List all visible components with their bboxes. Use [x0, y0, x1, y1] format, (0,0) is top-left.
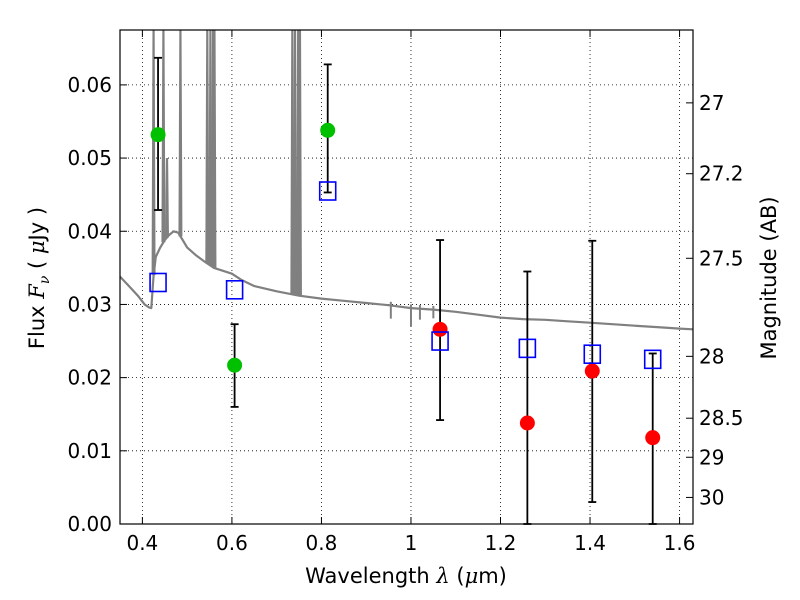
y-tick-label: 0.06: [67, 73, 112, 97]
sed-emission-line: [151, 29, 156, 276]
y2-tick-label: 27.5: [699, 246, 744, 270]
sed-emission-line: [178, 29, 183, 237]
model-point-square: [318, 181, 337, 201]
data-point-red: [432, 321, 448, 337]
x-tick-label: 1.6: [664, 531, 696, 555]
data-point-red: [584, 363, 600, 379]
sed-emission-line: [212, 29, 217, 269]
y-tick-label: 0.05: [67, 146, 112, 170]
error-bars: [154, 56, 657, 525]
x-tick-label: 0.8: [306, 531, 338, 555]
model-point-square: [583, 344, 602, 365]
y2-tick-label: 29: [699, 445, 724, 469]
data-point-red: [519, 415, 535, 431]
model-sed-curve: [119, 29, 694, 331]
sed-emission-line: [208, 29, 213, 266]
sed-emission-line: [165, 158, 169, 238]
plot-frame: [119, 29, 694, 525]
data-point-green: [227, 357, 243, 373]
y-axis-label: Flux Fν ( μJy ): [25, 207, 53, 349]
y-tick-label: 0.01: [67, 439, 112, 463]
data-point-green: [320, 122, 336, 138]
y-tick-label: 0.03: [67, 292, 112, 316]
model-point-square: [149, 272, 167, 293]
x-tick-label: 0.4: [126, 531, 158, 555]
data-point-red: [645, 430, 661, 446]
y2-tick-label: 27: [699, 91, 724, 115]
x-axis-label: Wavelength λ (μm): [305, 564, 507, 588]
x-tick-label: 1.4: [574, 531, 606, 555]
sed-emission-line: [293, 29, 298, 295]
x-tick-label: 1: [405, 531, 418, 555]
y-tick-label: 0.00: [67, 512, 112, 536]
data-markers: [149, 122, 662, 446]
y2-tick-label: 28.5: [699, 406, 744, 430]
model-point-square: [643, 349, 662, 370]
sed-emission-line: [297, 29, 302, 296]
y2-tick-label: 27.2: [699, 162, 744, 186]
y-tick-label: 0.02: [67, 366, 112, 390]
y2-tick-label: 30: [699, 485, 724, 509]
y2-axis-label: Magnitude (AB): [757, 196, 781, 359]
model-point-square: [431, 331, 449, 351]
sed-emission-line: [205, 29, 210, 264]
data-point-green: [150, 127, 166, 143]
y-tick-label: 0.04: [67, 219, 112, 243]
x-tick-label: 0.6: [216, 531, 248, 555]
sed-emission-line: [290, 29, 295, 295]
y2-tick-label: 28: [699, 344, 724, 368]
axis-ticks: 0.4 0.6 0.8 1 1.2 1.4 1.6 0.00 0.01 0.02 0.03 0.04 0…: [67, 30, 744, 555]
x-tick-label: 1.2: [485, 531, 517, 555]
model-point-square: [225, 280, 244, 300]
model-point-square: [518, 338, 537, 359]
